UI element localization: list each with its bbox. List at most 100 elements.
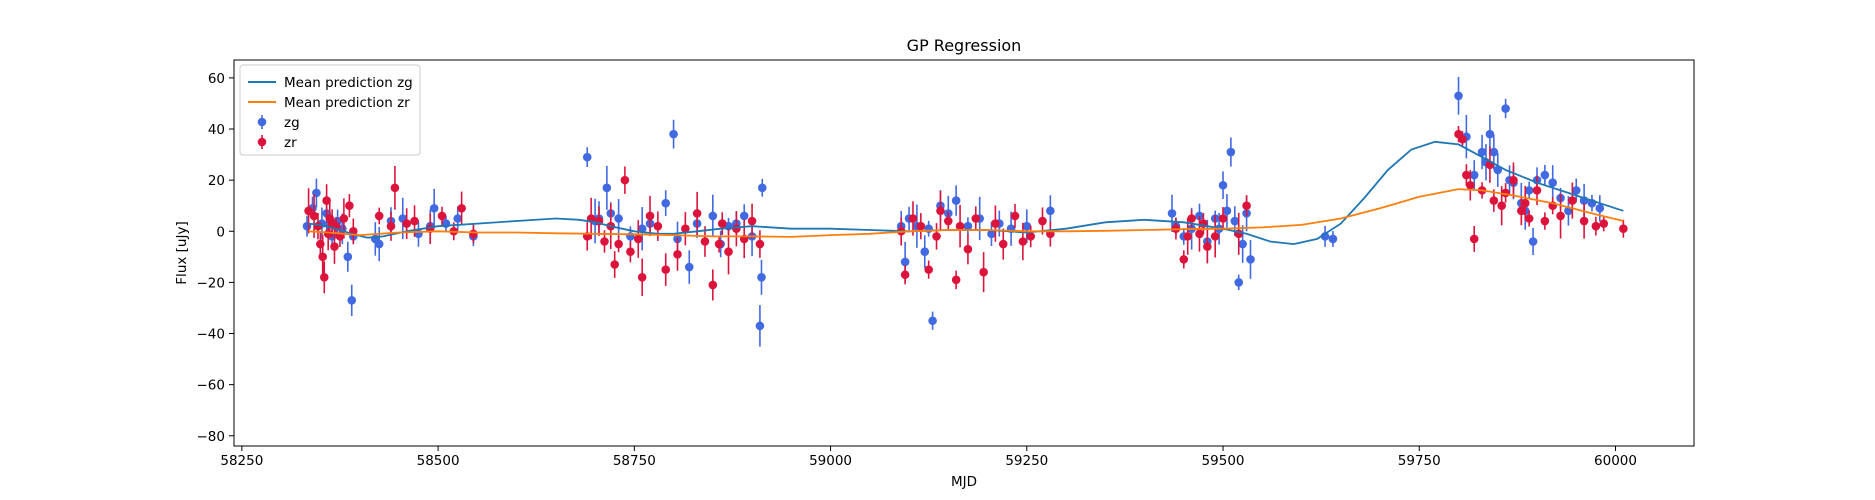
data-point-zr <box>322 196 331 205</box>
data-point-zr <box>1242 201 1251 211</box>
data-point-zr <box>339 214 349 223</box>
line-mean-prediction-zr <box>308 188 1624 238</box>
data-point-zr <box>1195 229 1204 239</box>
data-point-zr <box>908 214 918 223</box>
data-point-zr <box>402 219 411 228</box>
data-point-zg <box>757 272 766 282</box>
data-point-zr <box>309 211 319 221</box>
data-point-zr <box>717 219 727 228</box>
legend-label: Mean prediction zr <box>284 95 410 111</box>
data-point-zg <box>755 321 765 331</box>
legend-label: Mean prediction zg <box>284 75 413 91</box>
data-point-zr <box>1619 224 1628 234</box>
data-point-zr <box>626 247 635 257</box>
legend-marker-swatch <box>257 117 267 127</box>
data-point-zr <box>979 267 988 277</box>
data-point-zg <box>1234 278 1244 287</box>
data-point-zr <box>1458 134 1467 144</box>
data-point-zg <box>1222 206 1232 216</box>
data-point-zg <box>757 183 767 193</box>
data-point-zr <box>374 211 384 221</box>
data-point-zg <box>1022 221 1032 231</box>
x-tick-label: 59000 <box>809 453 852 469</box>
data-point-zg <box>684 262 694 272</box>
x-axis-label: MJD <box>951 474 977 490</box>
x-tick-label: 58500 <box>417 453 460 469</box>
data-point-zg <box>1528 237 1538 246</box>
data-point-zg <box>669 129 678 139</box>
data-point-zg <box>1226 147 1236 157</box>
x-tick-label: 58750 <box>613 453 656 469</box>
data-point-zg <box>1046 206 1055 216</box>
data-point-zr <box>1203 242 1212 251</box>
y-tick-label: 20 <box>208 173 225 189</box>
data-point-zr <box>661 265 671 274</box>
data-point-zr <box>991 219 1000 228</box>
data-point-zr <box>916 221 926 231</box>
data-point-zr <box>955 221 965 231</box>
data-point-zg <box>1218 180 1228 190</box>
data-point-zr <box>951 275 961 285</box>
x-tick-label: 58250 <box>220 453 263 469</box>
data-point-zg <box>900 257 910 267</box>
data-point-zg <box>1501 104 1510 113</box>
data-point-zg <box>924 224 933 234</box>
data-point-zg <box>1571 186 1581 195</box>
data-point-zr <box>724 247 733 257</box>
data-point-zr <box>645 211 655 221</box>
data-point-zr <box>345 201 354 211</box>
data-point-zg <box>1454 91 1463 101</box>
data-point-zg <box>1246 255 1255 264</box>
data-point-zr <box>437 211 447 221</box>
data-point-zr <box>1010 211 1020 221</box>
data-point-zg <box>1477 147 1487 157</box>
data-point-zr <box>330 242 339 251</box>
data-point-zg <box>582 152 592 162</box>
data-point-zg <box>374 239 384 249</box>
data-point-zg <box>661 198 671 208</box>
data-point-zr <box>1556 211 1565 221</box>
data-point-zr <box>386 221 396 231</box>
data-point-zg <box>1540 170 1550 180</box>
legend-marker-swatch <box>257 137 267 147</box>
data-point-zr <box>681 224 690 234</box>
plot-area <box>302 76 1628 347</box>
data-point-zr <box>313 221 323 231</box>
data-point-zg <box>1328 234 1338 244</box>
data-point-zg <box>414 229 423 239</box>
data-point-zg <box>1167 209 1177 218</box>
legend: Mean prediction zg Mean prediction zr zg zr <box>239 64 421 156</box>
data-point-zg <box>343 252 353 262</box>
data-point-zr <box>1469 234 1479 244</box>
data-point-zr <box>1465 180 1475 190</box>
data-point-zr <box>747 216 757 226</box>
data-point-zg <box>1524 186 1534 195</box>
data-point-zr <box>323 229 333 239</box>
y-tick-label: −20 <box>197 275 226 291</box>
data-point-zg <box>920 247 930 257</box>
data-point-zr <box>1579 216 1589 226</box>
data-point-zr <box>1187 214 1196 223</box>
data-point-zr <box>755 239 765 249</box>
axes: 58250 58500 58750 59000 59250 59500 59750 60000… <box>197 59 1695 469</box>
data-point-zg <box>1469 170 1479 180</box>
data-point-zr <box>1540 216 1550 226</box>
data-point-zr <box>1524 214 1534 223</box>
plot-clip-group <box>302 76 1628 347</box>
data-point-zg <box>951 196 961 205</box>
data-point-zg <box>1485 129 1495 139</box>
data-point-zr <box>692 209 702 218</box>
data-point-zr <box>1599 219 1609 228</box>
data-point-zr <box>1509 175 1518 185</box>
data-point-zr <box>318 252 327 262</box>
data-point-zg <box>637 224 647 234</box>
data-point-zr <box>637 272 647 282</box>
data-point-zr <box>653 221 663 231</box>
data-point-zg <box>708 211 718 221</box>
x-tick-label: 59250 <box>1005 453 1048 469</box>
data-point-zg <box>1489 147 1499 157</box>
y-tick-label: 0 <box>216 224 225 240</box>
data-point-zr <box>1568 196 1577 205</box>
data-point-zr <box>410 216 419 226</box>
data-point-zr <box>936 206 945 216</box>
